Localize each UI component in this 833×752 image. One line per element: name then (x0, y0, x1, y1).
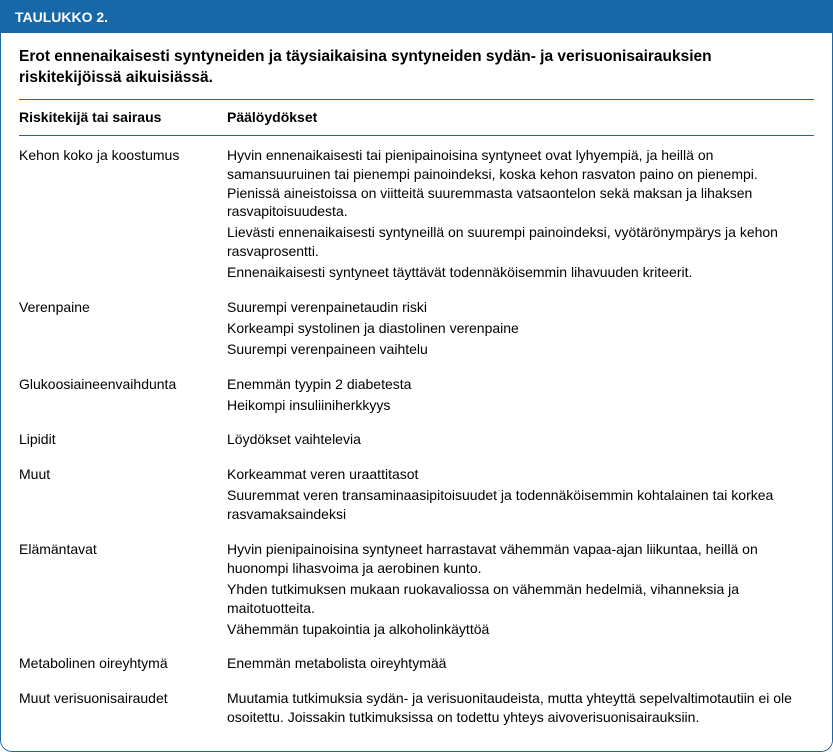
table-row: MuutKorkeammat veren uraattitasot Suuremm… (19, 455, 814, 530)
row-label: Elämäntavat (19, 540, 227, 640)
row-label: Muut verisuonisairaudet (19, 689, 227, 729)
finding-line: Suuremmat veren transaminaasipitoisuudet… (227, 486, 814, 524)
finding-line: Suurempi verenpaineen vaihtelu (227, 340, 814, 359)
row-findings: Löydökset vaihtelevia (227, 430, 814, 451)
finding-line: Suurempi verenpainetaudin riski (227, 298, 814, 317)
row-label: Kehon koko ja koostumus (19, 146, 227, 284)
row-findings: Hyvin pienipainoisina syntyneet harrasta… (227, 540, 814, 640)
table-row: GlukoosiaineenvaihduntaEnemmän tyypin 2 … (19, 365, 814, 421)
finding-line: Löydökset vaihtelevia (227, 430, 814, 449)
finding-line: Vähemmän tupakointia ja alkoholinkäyttöä (227, 620, 814, 639)
table-row: ElämäntavatHyvin pienipainoisina syntyne… (19, 530, 814, 644)
finding-line: Ennenaikaisesti syntyneet täyttävät tode… (227, 263, 814, 282)
finding-line: Heikompi insuliiniherkkyys (227, 396, 814, 415)
table-row: Metabolinen oireyhtymäEnemmän metabolist… (19, 644, 814, 679)
col1-header: Riskitekijä tai sairaus (19, 108, 227, 127)
finding-line: Korkeampi systolinen ja diastolinen vere… (227, 319, 814, 338)
row-label: Verenpaine (19, 298, 227, 361)
finding-line: Lievästi ennenaikaisesti syntyneillä on … (227, 223, 814, 261)
row-findings: Muutamia tutkimuksia sydän- ja verisuoni… (227, 689, 814, 729)
table-row: Muut verisuonisairaudetMuutamia tutkimuk… (19, 679, 814, 733)
finding-line: Hyvin pienipainoisina syntyneet harrasta… (227, 540, 814, 578)
finding-line: Enemmän metabolista oireyhtymää (227, 654, 814, 673)
col2-header: Päälöydökset (227, 108, 814, 127)
row-findings: Hyvin ennenaikaisesti tai pienipainoisin… (227, 146, 814, 284)
row-findings: Enemmän metabolista oireyhtymää (227, 654, 814, 675)
row-label: Lipidit (19, 430, 227, 451)
row-findings: Suurempi verenpainetaudin riski Korkeampi… (227, 298, 814, 361)
table-container: TAULUKKO 2. Erot ennenaikaisesti syntyne… (0, 0, 833, 752)
finding-line: Muutamia tutkimuksia sydän- ja verisuoni… (227, 689, 814, 727)
table-number-bar: TAULUKKO 2. (1, 1, 832, 33)
row-label: Metabolinen oireyhtymä (19, 654, 227, 675)
table-body: Erot ennenaikaisesti syntyneiden ja täys… (1, 33, 832, 751)
row-label: Glukoosiaineenvaihdunta (19, 375, 227, 417)
finding-line: Yhden tutkimuksen mukaan ruokavaliossa o… (227, 580, 814, 618)
row-findings: Korkeammat veren uraattitasot Suuremmat v… (227, 465, 814, 526)
table-row: Kehon koko ja koostumusHyvin ennenaikais… (19, 136, 814, 288)
table-rows: Kehon koko ja koostumusHyvin ennenaikais… (19, 136, 814, 733)
column-headers: Riskitekijä tai sairaus Päälöydökset (19, 100, 814, 136)
table-caption: Erot ennenaikaisesti syntyneiden ja täys… (19, 47, 814, 100)
row-findings: Enemmän tyypin 2 diabetesta Heikompi insu… (227, 375, 814, 417)
finding-line: Hyvin ennenaikaisesti tai pienipainoisin… (227, 146, 814, 222)
table-row: VerenpaineSuurempi verenpainetaudin risk… (19, 288, 814, 365)
row-label: Muut (19, 465, 227, 526)
finding-line: Korkeammat veren uraattitasot (227, 465, 814, 484)
table-row: LipiditLöydökset vaihtelevia (19, 420, 814, 455)
finding-line: Enemmän tyypin 2 diabetesta (227, 375, 814, 394)
table-number: TAULUKKO 2. (15, 9, 108, 25)
